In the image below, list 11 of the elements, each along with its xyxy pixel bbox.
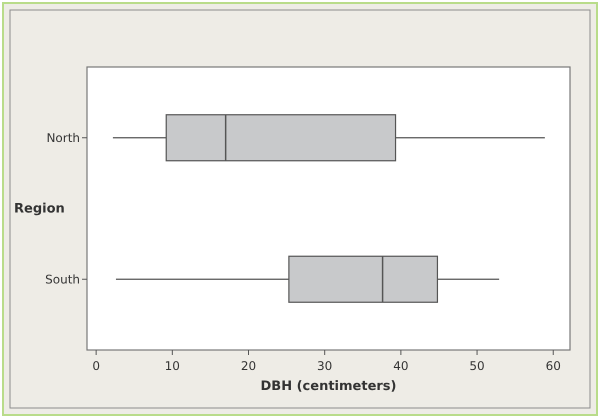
- x-tick-label: 50: [469, 359, 485, 373]
- x-tick-label: 60: [546, 359, 561, 373]
- y-tick-label: South: [45, 272, 80, 286]
- x-axis-title: DBH (centimeters): [260, 379, 396, 394]
- x-tick-label: 20: [240, 359, 256, 373]
- x-tick-label: 10: [164, 359, 180, 373]
- x-tick-label: 0: [92, 359, 100, 373]
- x-tick-label: 40: [393, 359, 409, 373]
- y-axis-title: Region: [14, 202, 65, 216]
- y-tick-label: North: [46, 130, 80, 145]
- x-tick-label: 30: [317, 359, 332, 373]
